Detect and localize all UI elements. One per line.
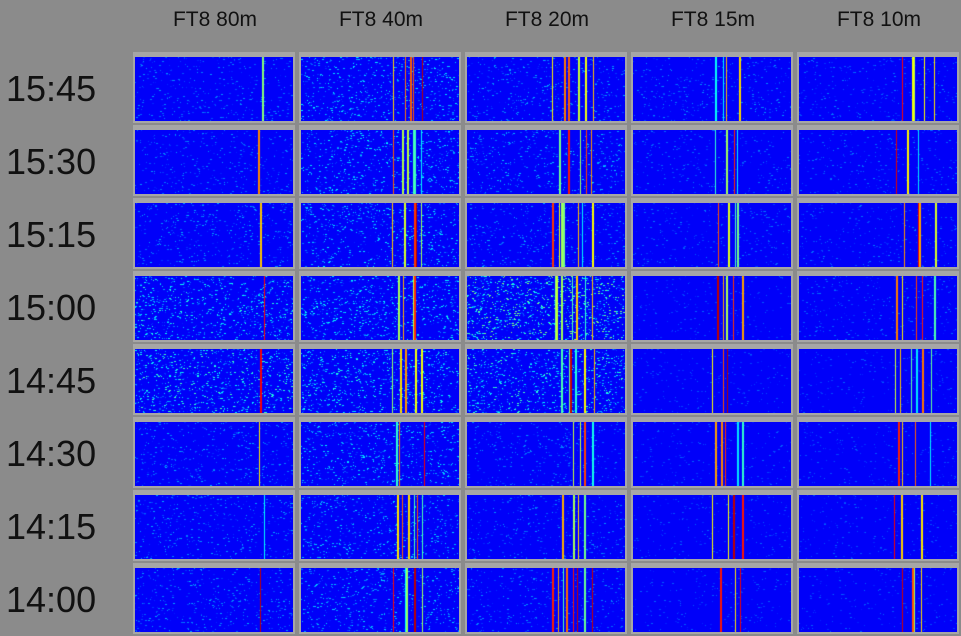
- spectrogram-image: [799, 495, 957, 559]
- waterfall-tile[interactable]: [133, 417, 295, 488]
- spectrogram-image: [633, 422, 791, 486]
- spectrogram-image: [633, 57, 791, 121]
- waterfall-tile[interactable]: [299, 271, 461, 342]
- spectrogram-image: [799, 130, 957, 194]
- spectrogram-image: [467, 422, 625, 486]
- waterfall-tile[interactable]: [133, 125, 295, 196]
- spectrogram-image: [799, 57, 957, 121]
- waterfall-tile[interactable]: [299, 125, 461, 196]
- waterfall-tile[interactable]: [465, 490, 627, 561]
- spectrogram-image: [799, 276, 957, 340]
- waterfall-tile[interactable]: [465, 52, 627, 123]
- waterfall-tile[interactable]: [133, 490, 295, 561]
- waterfall-tile[interactable]: [797, 271, 959, 342]
- waterfall-tile[interactable]: [631, 52, 793, 123]
- waterfall-tile[interactable]: [631, 563, 793, 634]
- waterfall-tile[interactable]: [299, 344, 461, 415]
- waterfall-tile[interactable]: [299, 417, 461, 488]
- spectrogram-image: [301, 203, 459, 267]
- waterfall-tile[interactable]: [133, 52, 295, 123]
- waterfall-tile[interactable]: [797, 344, 959, 415]
- spectrogram-image: [633, 349, 791, 413]
- spectrogram-image: [135, 422, 293, 486]
- waterfall-tile[interactable]: [631, 417, 793, 488]
- row-time-label: 15:30: [6, 141, 97, 182]
- column-header: FT8 15m: [670, 8, 756, 31]
- waterfall-tile[interactable]: [631, 490, 793, 561]
- spectrogram-image: [301, 422, 459, 486]
- spectrogram-image: [799, 568, 957, 632]
- waterfall-tile[interactable]: [631, 344, 793, 415]
- spectrogram-image: [301, 130, 459, 194]
- spectrogram-image: [301, 276, 459, 340]
- row-time-label: 15:45: [6, 68, 97, 109]
- spectrogram-image: [135, 568, 293, 632]
- waterfall-tile[interactable]: [797, 417, 959, 488]
- column-header: FT8 80m: [172, 8, 258, 31]
- waterfall-tile[interactable]: [465, 563, 627, 634]
- spectrogram-image: [135, 276, 293, 340]
- spectrogram-image: [135, 349, 293, 413]
- spectrogram-image: [633, 276, 791, 340]
- row-time-label: 14:45: [6, 360, 97, 401]
- spectrogram-image: [135, 495, 293, 559]
- waterfall-tile[interactable]: [465, 198, 627, 269]
- spectrogram-image: [633, 130, 791, 194]
- spectrogram-image: [467, 276, 625, 340]
- spectrogram-image: [633, 568, 791, 632]
- spectrogram-image: [135, 203, 293, 267]
- waterfall-tile[interactable]: [631, 198, 793, 269]
- column-header: FT8 10m: [836, 8, 922, 31]
- waterfall-tile[interactable]: [465, 125, 627, 196]
- waterfall-tile[interactable]: [133, 344, 295, 415]
- spectrogram-image: [467, 57, 625, 121]
- row-time-label: 15:15: [6, 214, 97, 255]
- spectrogram-image: [301, 568, 459, 632]
- spectrogram-image: [467, 203, 625, 267]
- spectrogram-image: [301, 495, 459, 559]
- waterfall-tile[interactable]: [299, 490, 461, 561]
- spectrogram-image: [135, 57, 293, 121]
- waterfall-tile[interactable]: [133, 198, 295, 269]
- spectrogram-image: [135, 130, 293, 194]
- spectrogram-image: [467, 349, 625, 413]
- spectrogram-image: [799, 203, 957, 267]
- waterfall-tile[interactable]: [299, 563, 461, 634]
- waterfall-tile[interactable]: [797, 125, 959, 196]
- spectrogram-image: [633, 203, 791, 267]
- spectrogram-image: [633, 495, 791, 559]
- row-time-label: 14:00: [6, 579, 97, 620]
- waterfall-tile[interactable]: [299, 198, 461, 269]
- spectrogram-image: [301, 57, 459, 121]
- spectrogram-image: [799, 422, 957, 486]
- waterfall-tile[interactable]: [797, 52, 959, 123]
- spectrogram-image: [799, 349, 957, 413]
- waterfall-tile[interactable]: [299, 52, 461, 123]
- column-header: FT8 20m: [504, 8, 590, 31]
- waterfall-tile[interactable]: [797, 490, 959, 561]
- waterfall-tile[interactable]: [133, 271, 295, 342]
- spectrogram-image: [467, 568, 625, 632]
- waterfall-tile[interactable]: [465, 271, 627, 342]
- waterfall-tile[interactable]: [465, 344, 627, 415]
- waterfall-tile[interactable]: [465, 417, 627, 488]
- spectrogram-image: [467, 495, 625, 559]
- waterfall-tile[interactable]: [797, 198, 959, 269]
- row-time-label: 14:30: [6, 433, 97, 474]
- spectrogram-image: [467, 130, 625, 194]
- waterfall-tile[interactable]: [631, 125, 793, 196]
- waterfall-tile[interactable]: [797, 563, 959, 634]
- spectrogram-image: [301, 349, 459, 413]
- row-time-label: 14:15: [6, 506, 97, 547]
- waterfall-tile[interactable]: [133, 563, 295, 634]
- row-time-label: 15:00: [6, 287, 97, 328]
- waterfall-tile[interactable]: [631, 271, 793, 342]
- column-header: FT8 40m: [338, 8, 424, 31]
